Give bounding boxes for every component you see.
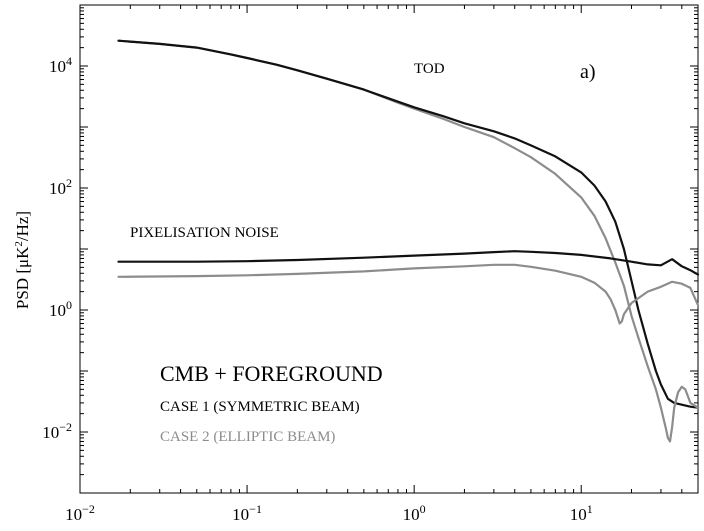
legend-case1: CASE 1 (SYMMETRIC BEAM) bbox=[160, 399, 360, 415]
plot-frame bbox=[79, 4, 699, 494]
x-tick-label: 101 bbox=[570, 502, 593, 524]
x-tick-label: 100 bbox=[403, 502, 426, 524]
annotation-tod: TOD bbox=[414, 61, 445, 77]
panel-label: a) bbox=[580, 61, 596, 83]
axis-ticks: 10−2 10−1 100 101 10−2 100 102 104 bbox=[42, 4, 699, 524]
series-line-tod-case1 bbox=[117, 39, 700, 409]
x-tick-label: 10−2 bbox=[65, 502, 95, 524]
legend-title: CMB + FOREGROUND bbox=[160, 361, 383, 386]
y-tick-label: 100 bbox=[49, 298, 72, 320]
series-line-pixelisation-noise-tail--case2 bbox=[637, 336, 700, 443]
y-axis-label: PSD [μK2/Hz] bbox=[13, 211, 32, 309]
series-line-pixelisation-noise-case1 bbox=[117, 250, 700, 276]
series-line-tod-case2 bbox=[117, 39, 640, 339]
series-line-pixelisation-noise-case2 bbox=[117, 263, 700, 325]
legend-case2: CASE 2 (ELLIPTIC BEAM) bbox=[160, 429, 335, 445]
annotation-pixelisation-noise: PIXELISATION NOISE bbox=[130, 225, 279, 241]
y-tick-label: 10−2 bbox=[42, 420, 72, 442]
y-tick-label: 102 bbox=[49, 176, 72, 198]
y-tick-label: 104 bbox=[49, 54, 72, 76]
series-group bbox=[117, 39, 700, 443]
x-tick-label: 10−1 bbox=[232, 502, 262, 524]
